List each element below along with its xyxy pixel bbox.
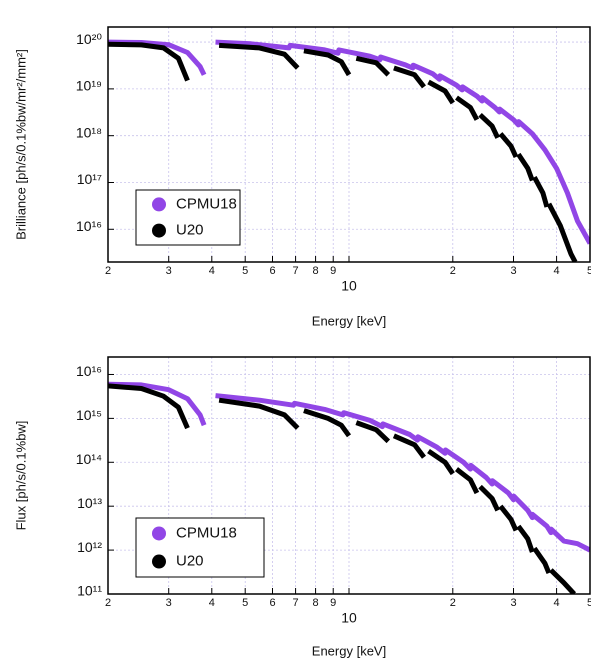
x-tick-label: 7 [293,265,299,277]
legend-label: CPMU18 [176,524,237,541]
x-tick-label: 5 [242,265,248,277]
x-tick-label: 5 [587,265,591,277]
x-tick-label: 4 [209,265,215,277]
x-tick-label: 3 [510,597,516,609]
y-tick-label: 10²⁰ [76,31,102,47]
x-tick-label: 5 [242,597,248,609]
legend-label: CPMU18 [176,195,237,212]
y-tick-label: 10¹⁴ [76,451,102,467]
series-line [108,381,590,553]
x-tick-label: 2 [450,265,456,277]
x-tick-label: 8 [313,265,319,277]
y-tick-label: 10¹⁸ [76,124,102,140]
series-line [108,41,578,262]
x-tick-label: 5 [587,597,591,609]
y-tick-label: 10¹² [77,539,102,555]
x-axis-label: Energy [keV] [312,643,386,658]
y-axis-label: Brilliance [ph/s/0.1%bw/mr²/mm²] [13,49,28,240]
x-tick-label: 4 [554,265,560,277]
x-tick-label: 2 [105,597,111,609]
x-tick-label: 3 [166,265,172,277]
x-tick-label: 8 [313,597,319,609]
legend-marker [152,554,166,569]
x-tick-label: 3 [166,597,172,609]
x-axis-label: Energy [keV] [312,313,386,328]
x-tick-label: 10 [341,610,357,626]
legend-marker [152,223,166,238]
y-tick-label: 10¹⁵ [76,407,102,423]
y-axis-label: Flux [ph/s/0.1%bw] [13,421,28,531]
legend-marker [152,197,166,212]
plot-frame [107,26,591,263]
x-tick-label: 6 [269,265,275,277]
legend-marker [152,526,166,541]
y-tick-label: 10¹⁶ [76,363,102,379]
x-tick-label: 2 [450,597,456,609]
y-tick-label: 10¹⁷ [77,171,102,187]
x-tick-label: 7 [293,597,299,609]
x-tick-label: 9 [330,265,336,277]
x-tick-label: 6 [269,597,275,609]
y-tick-label: 10¹⁶ [76,218,102,234]
plot-lines [108,39,590,262]
x-tick-label: 9 [330,597,336,609]
y-tick-label: 10¹¹ [77,583,102,599]
plot-lines [108,381,590,594]
series-line [108,383,577,594]
y-tick-label: 10¹³ [77,495,102,511]
legend-box [135,189,241,246]
x-tick-label: 4 [554,597,560,609]
y-tick-label: 10¹⁹ [76,78,102,94]
legend-label: U20 [176,553,204,570]
x-tick-label: 10 [341,278,357,294]
legend-label: U20 [176,222,204,239]
plot-frame [107,356,591,595]
x-tick-label: 2 [105,265,111,277]
x-tick-label: 3 [510,265,516,277]
x-tick-label: 4 [209,597,215,609]
